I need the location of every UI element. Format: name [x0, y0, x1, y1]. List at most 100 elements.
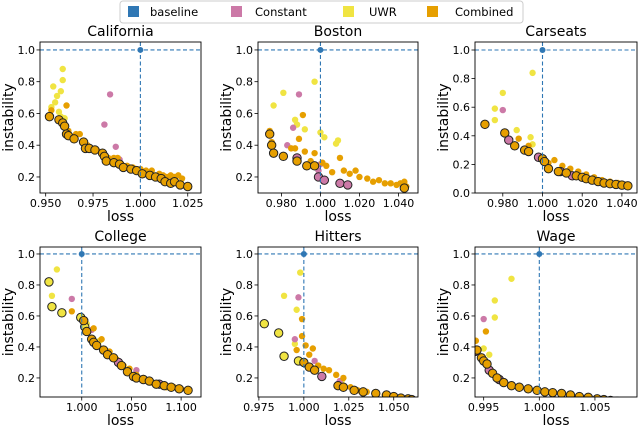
y-tick-label: 0.2 — [453, 158, 471, 171]
axes-frame — [257, 246, 419, 398]
point-uwr — [59, 76, 66, 84]
y-tick-label: 0.6 — [236, 107, 254, 120]
panel-title: California — [87, 24, 153, 40]
frontier-point-combined — [523, 146, 534, 157]
point-baseline — [536, 250, 543, 257]
x-tick-label: 1.020 — [566, 197, 598, 210]
point-uwr — [53, 266, 61, 273]
y-tick-label: 0.4 — [236, 341, 254, 354]
point-uwr — [486, 351, 493, 358]
frontier-point-combined — [371, 388, 381, 397]
point-combined — [328, 168, 336, 176]
plot-area — [40, 42, 201, 193]
frontier-point-combined — [108, 353, 119, 363]
frontier-point-combined — [101, 156, 111, 166]
y-tick-label: 0.6 — [18, 310, 36, 323]
point-combined — [178, 175, 186, 182]
y-tick-label: 0.8 — [18, 76, 36, 89]
point-uwr — [59, 65, 66, 73]
legend-marker — [427, 6, 438, 17]
y-tick-label: 1.0 — [18, 248, 36, 261]
panel-title: Boston — [314, 24, 362, 40]
frontier-point-combined — [151, 379, 161, 389]
point-uwr — [48, 292, 56, 300]
y-axis-label: instability — [436, 83, 452, 151]
point-uwr — [51, 99, 59, 106]
point-combined — [551, 156, 558, 164]
x-axis-label: loss — [107, 209, 134, 225]
plot-area — [258, 42, 418, 193]
point-combined — [301, 148, 309, 155]
point-combined — [352, 167, 359, 174]
frontier-point-combined — [506, 380, 517, 391]
frontier-point-combined — [592, 394, 602, 397]
frontier-point-combined — [514, 382, 524, 392]
point-combined — [340, 167, 348, 174]
panel-title: Carseats — [525, 24, 586, 40]
frontier-point-combined — [118, 162, 129, 173]
frontier-point-combined — [79, 315, 89, 326]
point-constant — [311, 357, 318, 365]
panel-carseats: Carseats loss instability 0.980 1.000 1.020 1.… — [436, 24, 638, 225]
point-uwr — [491, 105, 499, 112]
y-tick-label: 0.6 — [18, 107, 36, 120]
y-axis-label: instability — [219, 83, 235, 151]
x-axis-label: loss — [324, 209, 351, 225]
panel-title: College — [94, 229, 146, 245]
legend: baseline Constant UWR Combined — [119, 0, 524, 24]
y-tick-label: 0.2 — [18, 372, 36, 385]
frontier-point-combined — [565, 390, 576, 397]
y-tick-label: 0.4 — [18, 139, 36, 152]
legend-label: Constant — [255, 5, 307, 19]
point-constant — [133, 366, 140, 374]
x-tick-label: 0.975 — [77, 197, 109, 210]
x-tick-label: 1.040 — [606, 197, 638, 210]
y-tick-label: 1.0 — [236, 248, 254, 261]
frontier-point-combined — [91, 340, 102, 351]
axes-frame — [474, 246, 638, 398]
point-uwr — [480, 345, 487, 352]
point-uwr — [529, 69, 536, 77]
point-uwr — [491, 314, 499, 321]
x-tick-label: 0.980 — [487, 197, 519, 210]
point-combined — [76, 130, 83, 138]
legend-item-constant: Constant — [231, 5, 307, 19]
frontier-point-constant — [504, 135, 514, 145]
point-combined — [293, 346, 300, 354]
point-constant — [101, 121, 108, 128]
frontier-point-constant — [317, 371, 327, 382]
frontier-point-uwr — [44, 277, 54, 287]
frontier-point-uwr — [57, 308, 67, 318]
point-combined — [475, 337, 480, 344]
frontier-point-combined — [523, 384, 533, 394]
legend-item-combined: Combined — [427, 5, 513, 19]
panel-boston: Boston loss instability 0.980 1.000 1.020 1.04… — [219, 24, 419, 225]
point-combined — [387, 180, 394, 187]
frontier-point-combined — [302, 161, 312, 171]
point-uwr — [508, 275, 515, 282]
y-tick-label: 0.8 — [236, 76, 254, 89]
point-combined — [356, 173, 363, 181]
x-axis-label: loss — [542, 209, 569, 225]
frontier-point-combined — [358, 387, 368, 397]
frontier-point-combined — [116, 360, 127, 371]
y-tick-label: 1.0 — [18, 44, 36, 57]
point-uwr — [317, 129, 324, 136]
frontier-point-combined — [623, 181, 633, 191]
point-uwr — [53, 92, 61, 100]
x-tick-label: 0.980 — [266, 197, 298, 210]
point-uwr — [321, 134, 328, 141]
y-tick-label: 1.0 — [236, 44, 254, 57]
point-uwr — [280, 292, 288, 300]
frontier-point-combined — [175, 180, 185, 190]
frontier-point-combined — [137, 169, 147, 179]
frontier-point-combined — [499, 377, 509, 388]
y-tick-label: 1.0 — [453, 248, 471, 261]
frontier-point-combined — [338, 382, 349, 392]
point-uwr — [291, 340, 299, 348]
point-constant — [480, 315, 487, 323]
frontier-point-combined — [480, 119, 490, 130]
frontier-point-combined — [166, 382, 176, 392]
x-tick-label: 0.975 — [243, 401, 275, 414]
x-tick-label: 1.025 — [333, 401, 365, 414]
